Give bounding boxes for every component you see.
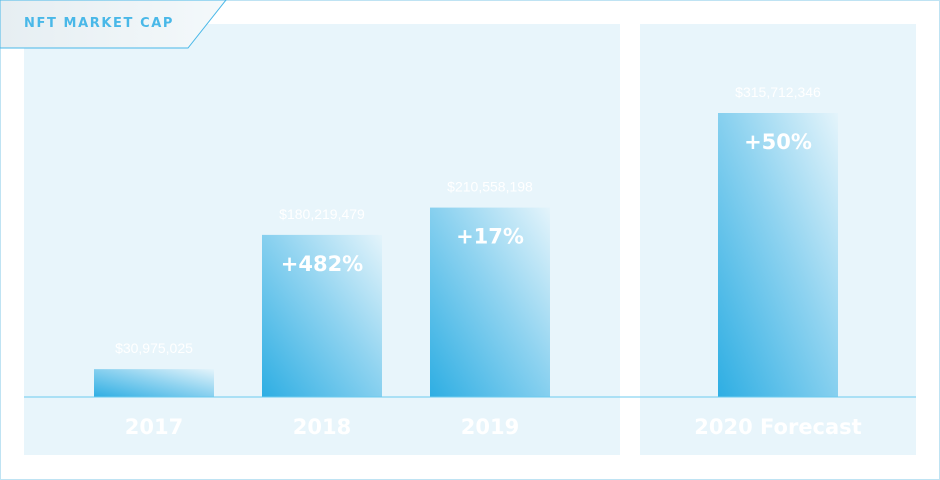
growth-label: +482% xyxy=(281,252,363,276)
category-label: 2018 xyxy=(293,415,351,439)
value-label: $210,558,198 xyxy=(447,179,533,195)
title-tab xyxy=(0,0,227,49)
growth-label: +50% xyxy=(744,130,812,154)
category-label: 2017 xyxy=(125,415,183,439)
bar-2018 xyxy=(262,234,382,397)
growth-label: +17% xyxy=(456,225,524,249)
value-label: $315,712,346 xyxy=(735,84,821,100)
bar-2017 xyxy=(94,369,214,397)
chart-title: NFT MARKET CAP xyxy=(24,16,175,31)
category-label: 2019 xyxy=(461,415,519,439)
bar-2020-forecast xyxy=(718,113,838,397)
category-label: 2020 Forecast xyxy=(694,415,861,439)
value-label: $30,975,025 xyxy=(115,340,193,356)
bar-2019 xyxy=(430,207,550,397)
value-label: $180,219,479 xyxy=(279,206,365,222)
